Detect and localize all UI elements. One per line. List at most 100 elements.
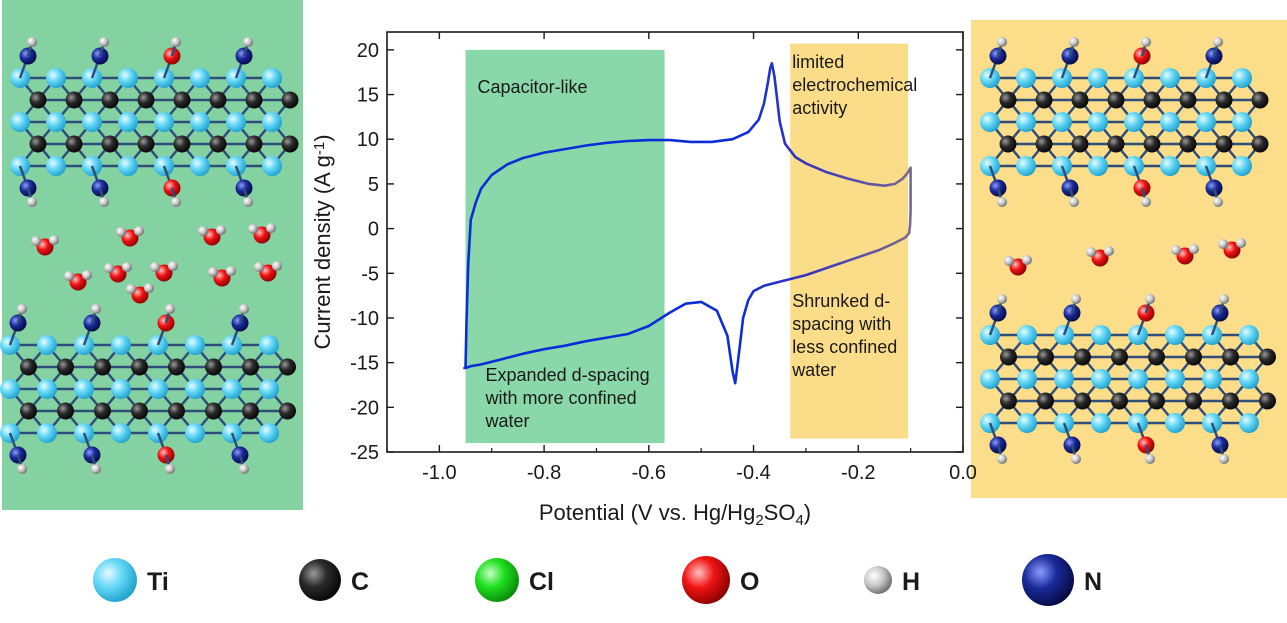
- legend-label-n: N: [1084, 568, 1102, 596]
- y-tick-label: 20: [357, 40, 379, 62]
- atom-c: [57, 358, 74, 376]
- x-axis-label-main: Potential (V vs. Hg/Hg: [539, 500, 755, 525]
- atom-c: [209, 135, 227, 153]
- atom-h: [1219, 454, 1229, 464]
- atom-ti: [1160, 68, 1180, 88]
- x-tick-label: -0.2: [841, 462, 875, 484]
- atom-c: [1215, 91, 1233, 109]
- atom-ti: [185, 335, 205, 355]
- atom-c: [205, 358, 222, 376]
- cv-curve-line: [463, 62, 912, 385]
- atom-h: [165, 304, 175, 314]
- atom-c: [1143, 135, 1161, 153]
- atom-h: [31, 236, 41, 246]
- legend-swatch-cl: [475, 558, 519, 602]
- legend-swatch-h: [864, 566, 892, 594]
- atom-h: [1071, 294, 1081, 304]
- atom-c: [20, 358, 37, 376]
- atom-h: [91, 304, 101, 314]
- atom-h: [126, 284, 136, 294]
- atom-c: [999, 91, 1017, 109]
- atom-c: [1111, 348, 1128, 366]
- atom-ti: [1091, 413, 1111, 433]
- atom-c: [1035, 91, 1053, 109]
- y-tick-label: -20: [350, 397, 379, 419]
- atom-ti: [262, 112, 282, 132]
- atom-h: [1218, 239, 1228, 249]
- region-1-bottom-label: less confined: [792, 337, 897, 357]
- atom-c: [1148, 392, 1165, 410]
- atom-ti: [1239, 413, 1259, 433]
- legend-label-h: H: [902, 568, 920, 596]
- atom-ti: [118, 112, 138, 132]
- atom-c: [20, 402, 37, 420]
- atom-ti: [1165, 325, 1185, 345]
- atom-ti: [82, 112, 102, 132]
- y-axis-label: Current density (A g-1): [310, 134, 335, 349]
- region-0-bottom-label: water: [485, 411, 530, 431]
- atom-h: [99, 197, 109, 207]
- atom-ti: [148, 379, 168, 399]
- atom-ti: [118, 156, 138, 176]
- atom-c: [1071, 91, 1089, 109]
- x-tick-label: -0.4: [736, 462, 770, 484]
- atom-c: [137, 135, 155, 153]
- atom-h: [1086, 247, 1096, 257]
- y-tick-label: 0: [368, 219, 379, 241]
- atom-ti: [1232, 112, 1252, 132]
- atom-h: [27, 37, 37, 47]
- atom-h: [144, 283, 154, 293]
- y-axis-label-main: Current density (A g: [310, 155, 335, 349]
- atom-ti: [185, 379, 205, 399]
- atom-h: [226, 266, 236, 276]
- atom-h: [1171, 245, 1181, 255]
- atom-ti: [1016, 68, 1036, 88]
- atom-c: [137, 91, 155, 109]
- atom-ti: [1124, 112, 1144, 132]
- atom-ti: [111, 423, 131, 443]
- atom-ti: [190, 156, 210, 176]
- y-tick-label: -10: [350, 308, 379, 330]
- atom-c: [1222, 392, 1239, 410]
- y-axis-label-sup: -1: [311, 142, 328, 155]
- atom-ti: [1239, 325, 1259, 345]
- atom-ti: [980, 112, 1000, 132]
- atom-o: [1176, 247, 1194, 265]
- atom-c: [29, 91, 47, 109]
- atom-c: [1037, 348, 1054, 366]
- atom-o: [155, 264, 173, 282]
- atom-h: [82, 270, 92, 280]
- atom-c: [1148, 348, 1165, 366]
- left-mxene-structure: [0, 37, 299, 474]
- atom-o: [213, 269, 231, 287]
- atom-ti: [190, 68, 210, 88]
- atom-ti: [1160, 156, 1180, 176]
- atom-ti: [74, 379, 94, 399]
- atom-ti: [1088, 68, 1108, 88]
- atom-h: [64, 271, 74, 281]
- atom-o: [131, 286, 149, 304]
- atom-h: [248, 224, 258, 234]
- x-tick-label: -0.6: [632, 462, 666, 484]
- atom-h: [1022, 255, 1032, 265]
- atom-h: [997, 294, 1007, 304]
- atom-ti: [10, 112, 30, 132]
- atom-c: [1215, 135, 1233, 153]
- region-1-bottom-label: Shrunked d-: [792, 291, 890, 311]
- atom-h: [99, 37, 109, 47]
- atom-ti: [1017, 413, 1037, 433]
- atom-ti: [1196, 112, 1216, 132]
- atom-c: [1179, 91, 1197, 109]
- atom-ti: [1017, 325, 1037, 345]
- x-axis-label-sub2: 4: [795, 512, 803, 529]
- atom-ti: [111, 335, 131, 355]
- x-tick-label: 0.0: [949, 462, 977, 484]
- atom-c: [65, 135, 83, 153]
- atom-ti: [37, 423, 57, 443]
- atom-ti: [37, 379, 57, 399]
- atom-h: [997, 197, 1007, 207]
- atom-c: [173, 135, 191, 153]
- chart-regions: Capacitor-like Expanded d-spacing with mor…: [465, 43, 917, 444]
- atom-ti: [0, 379, 20, 399]
- atom-ti: [1239, 369, 1259, 389]
